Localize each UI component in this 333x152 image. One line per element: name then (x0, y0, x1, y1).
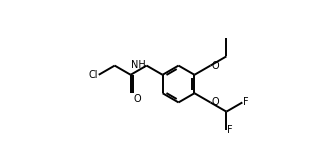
Text: NH: NH (131, 60, 146, 70)
Text: F: F (243, 97, 249, 107)
Text: O: O (211, 97, 219, 107)
Text: F: F (227, 125, 233, 135)
Text: Cl: Cl (88, 70, 98, 80)
Text: O: O (211, 61, 219, 71)
Text: O: O (134, 94, 141, 104)
